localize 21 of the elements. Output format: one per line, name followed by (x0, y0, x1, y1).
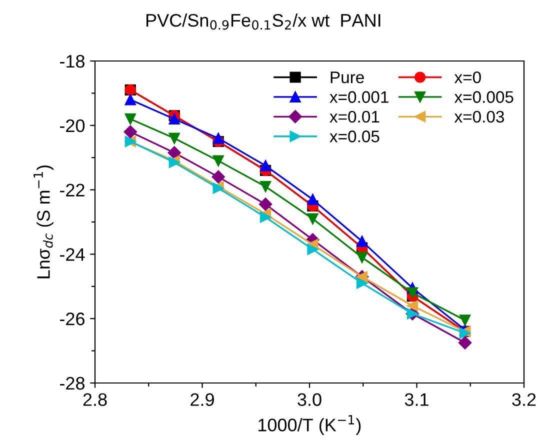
legend-label: Pure (330, 72, 364, 84)
legend-label: x=0.03 (454, 110, 504, 123)
y-tick-label: -22 (60, 184, 84, 196)
legend-label: x=0.001 (330, 91, 388, 103)
y-tick-label: -20 (60, 119, 85, 132)
y-tick-label: -26 (60, 312, 84, 326)
y-tick-label: -24 (60, 248, 85, 261)
chart-title: PVC/Sn$_{0.9}$Fe$_{0.1}$S$_{2}$/x wt PANI (146, 13, 380, 30)
y-axis-title: Lnσ$_{dc}$ (S m$^{−1}$) (34, 166, 54, 278)
legend-label: x=0.005 (454, 91, 514, 103)
x-tick-label: 3.1 (404, 393, 428, 406)
legend-label: x=0 (454, 71, 481, 84)
x-tick-label: 2.8 (83, 393, 107, 406)
legend-label: x=0.01 (330, 110, 380, 123)
x-tick-label: 3.0 (298, 393, 322, 406)
x-tick-label: 2.9 (190, 393, 214, 406)
y-tick-label: -18 (60, 54, 84, 68)
x-axis-title: 1000/T (K$^{−1}$) (258, 415, 361, 435)
legend-label: x=0.05 (330, 130, 380, 142)
y-tick-label: -28 (60, 376, 84, 390)
x-tick-label: 3.2 (512, 393, 536, 406)
